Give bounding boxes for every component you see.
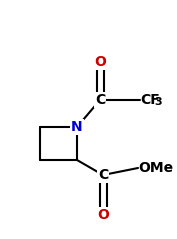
Text: 3: 3 bbox=[154, 97, 162, 107]
Text: O: O bbox=[97, 208, 109, 222]
Text: O: O bbox=[94, 55, 106, 69]
Text: C: C bbox=[98, 168, 108, 182]
Text: CF: CF bbox=[140, 93, 160, 107]
Text: N: N bbox=[71, 120, 83, 134]
Text: C: C bbox=[95, 93, 105, 107]
Text: OMe: OMe bbox=[138, 161, 173, 175]
